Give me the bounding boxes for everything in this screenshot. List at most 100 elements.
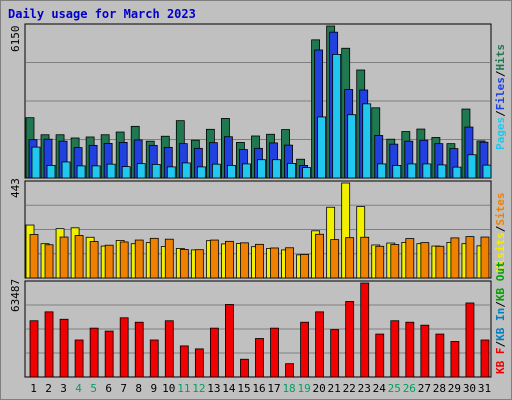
pages-bar	[347, 114, 357, 179]
x-tick-label: 6	[105, 382, 112, 395]
x-tick-label: 28	[433, 382, 446, 395]
kb-bar	[480, 339, 490, 378]
kb-bar	[134, 321, 144, 378]
sites-bar	[390, 244, 400, 279]
pages-bar	[76, 165, 86, 179]
kb-bar	[119, 317, 129, 378]
x-tick-label: 21	[328, 382, 341, 395]
middle-legend: Visits/Sites	[494, 193, 507, 273]
kb-bar	[29, 320, 39, 378]
sites-bar	[74, 235, 84, 279]
kb-bar	[375, 333, 385, 378]
pages-bar	[166, 166, 176, 179]
kb-bar	[59, 318, 69, 378]
legend-separator: /	[494, 341, 507, 348]
kb-bar	[270, 327, 279, 378]
x-tick-label: 18	[282, 382, 295, 395]
kb-bar	[104, 330, 114, 378]
x-tick-label: 23	[358, 382, 371, 395]
sites-bar	[225, 240, 234, 279]
x-tick-label: 15	[237, 382, 250, 395]
legend-separator: /	[494, 70, 507, 77]
kb-bar	[420, 324, 430, 378]
kb-bar	[255, 338, 264, 378]
panels	[24, 23, 492, 378]
x-tick-label: 10	[162, 382, 175, 395]
kb-bar	[315, 311, 325, 378]
pages-bar	[136, 163, 146, 179]
kb-bar	[450, 341, 460, 378]
kb-bar	[164, 320, 174, 378]
x-tick-label: 1	[30, 382, 37, 395]
sites-bar	[315, 233, 325, 279]
pages-bar	[106, 163, 116, 179]
kb-bar	[44, 311, 54, 378]
sites-bar	[420, 242, 430, 279]
pages-bar	[151, 164, 161, 179]
kb-bar	[390, 320, 400, 378]
pages-bar	[377, 163, 387, 179]
legend-separator: /	[494, 301, 507, 308]
middle-panel-max-label: 443	[9, 178, 22, 198]
sites-bar	[164, 238, 174, 279]
pages-bar	[61, 161, 71, 179]
kb-bar	[465, 302, 475, 378]
sites-bar	[134, 239, 144, 279]
kb-bar	[435, 333, 445, 378]
sites-bar	[435, 245, 445, 279]
bottom-panel-max-label: 63487	[9, 279, 22, 312]
sites-bar	[119, 241, 129, 279]
sites-bar	[194, 249, 204, 279]
sites-bar	[44, 244, 54, 279]
pages-bar	[121, 166, 131, 179]
x-tick-label: 22	[343, 382, 356, 395]
pages-bar	[272, 159, 281, 179]
legend-kb-out: KB Out	[494, 261, 507, 301]
x-tick-label: 29	[448, 382, 461, 395]
pages-bar	[482, 164, 492, 179]
x-axis-labels: 1 2 3 4 5 6 7 8 9 10 11 12 13 14 15 16 17 18 19 20 21 22 23 24 2…	[30, 382, 491, 395]
x-tick-label: 2	[45, 382, 52, 395]
pages-bar	[437, 164, 447, 179]
kb-bar	[74, 339, 84, 378]
kb-bar	[345, 301, 355, 378]
pages-bar	[227, 164, 236, 179]
x-tick-label: 16	[252, 382, 265, 395]
x-tick-label: 25	[388, 382, 401, 395]
pages-bar	[467, 154, 477, 179]
chart-title: Daily usage for March 2023	[8, 7, 196, 21]
kb-bar	[209, 327, 219, 378]
pages-bar	[257, 159, 266, 179]
pages-bar	[196, 166, 206, 179]
sites-bar	[465, 236, 475, 279]
pages-bar	[422, 163, 432, 179]
kb-bar	[405, 321, 415, 378]
x-tick-label: 5	[90, 382, 97, 395]
kb-bar	[194, 348, 204, 378]
kb-bar	[285, 363, 294, 378]
kb-bar	[89, 327, 99, 378]
sites-bar	[179, 249, 189, 279]
x-tick-label: 30	[463, 382, 476, 395]
pages-bar	[287, 163, 296, 179]
sites-bar	[255, 243, 264, 279]
x-tick-label: 3	[60, 382, 67, 395]
pages-bar	[31, 146, 41, 179]
pages-bar	[46, 164, 56, 179]
x-tick-label: 17	[267, 382, 280, 395]
sites-bar	[480, 236, 490, 279]
pages-bar	[302, 167, 311, 179]
legend-sites: Sites	[494, 193, 507, 226]
pages-bar	[317, 116, 327, 179]
bars	[25, 25, 492, 378]
kb-bar	[149, 339, 159, 378]
x-tick-label: 4	[75, 382, 82, 395]
kb-bar	[300, 321, 309, 378]
sites-bar	[209, 239, 219, 279]
x-tick-label: 19	[297, 382, 310, 395]
sites-bar	[300, 254, 309, 279]
legend-files: Files	[494, 77, 507, 110]
x-tick-label: 20	[313, 382, 326, 395]
pages-bar	[211, 163, 221, 179]
